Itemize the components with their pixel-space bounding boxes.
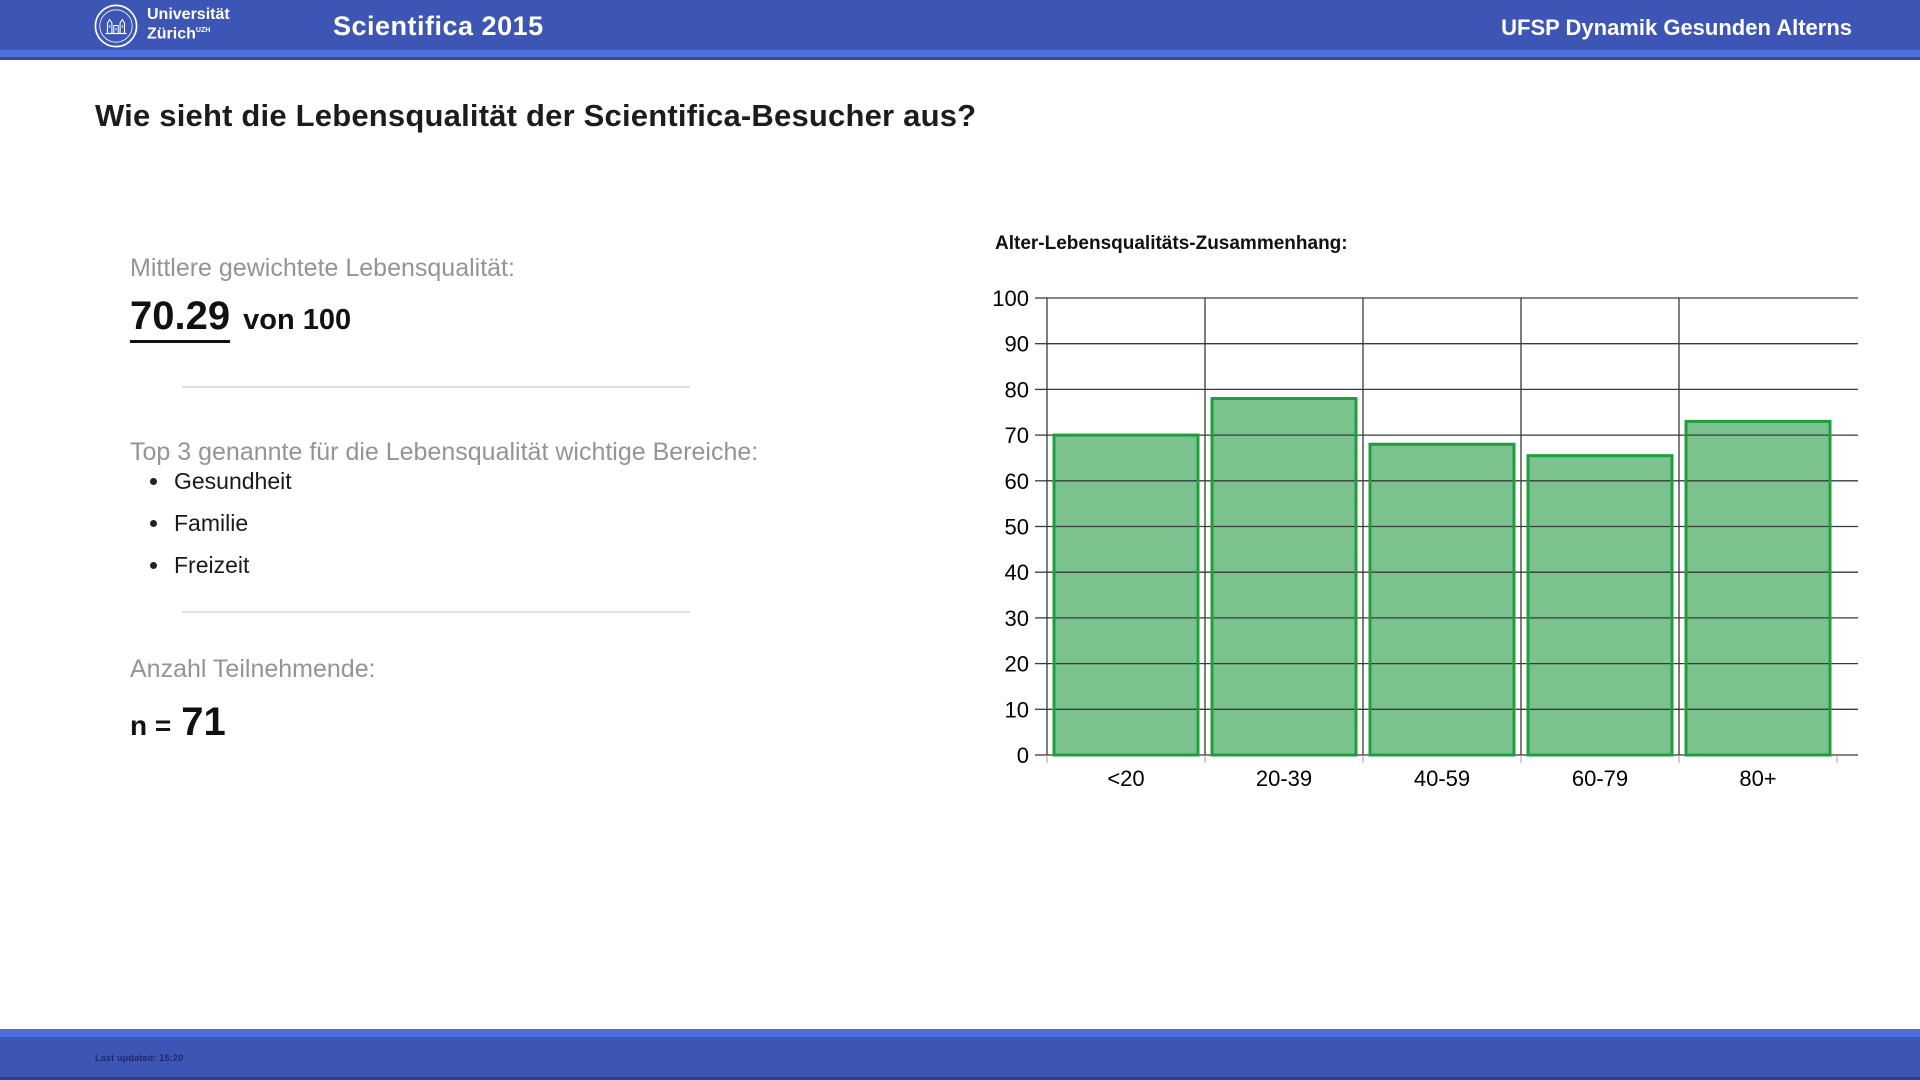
divider <box>182 386 690 388</box>
bar-fill-80+ <box>1686 421 1830 755</box>
bar-fill-<20 <box>1054 435 1198 755</box>
mean-quality-label: Mittlere gewichtete Lebensqualität: <box>130 254 515 282</box>
top3-label: Top 3 genannte für die Lebensqualität wi… <box>130 438 759 466</box>
header-right-text: UFSP Dynamik Gesunden Alterns <box>1501 15 1852 40</box>
x-tick-label: 60-79 <box>1572 766 1628 791</box>
logo-line1: Universität <box>147 6 230 24</box>
y-tick-label: 80 <box>1005 377 1029 402</box>
university-logo: Universität ZürichUZH <box>94 0 230 50</box>
x-tick-label: <20 <box>1107 766 1144 791</box>
participants-label: Anzahl Teilnehmende: <box>130 655 376 683</box>
header-bar: Universität ZürichUZH Scientifica 2015 U… <box>0 0 1920 50</box>
bar-<20 <box>1052 433 1200 757</box>
y-tick-label: 0 <box>1017 743 1029 768</box>
y-tick-label: 20 <box>1005 652 1029 677</box>
bar-80+ <box>1684 419 1832 757</box>
age-quality-chart-panel: Alter-Lebensqualitäts-Zusammenhang: 0 10 2… <box>985 232 1885 812</box>
top3-list-item: Freizeit <box>150 552 292 579</box>
last-updated-text: Last updated: 15:20 <box>95 1053 184 1063</box>
x-tick-label: 80+ <box>1739 766 1776 791</box>
y-tick-label: 50 <box>1005 515 1029 540</box>
footer-bar: Last updated: 15:20 <box>0 1037 1920 1077</box>
bar-fill-20-39 <box>1212 398 1356 755</box>
x-tick-label: 20-39 <box>1256 766 1312 791</box>
logo-superscript: UZH <box>195 27 211 35</box>
logo-text: Universität ZürichUZH <box>147 7 230 42</box>
y-tick-label: 10 <box>1005 697 1029 722</box>
uzh-seal-icon <box>94 4 138 47</box>
x-tick-label: 40-59 <box>1414 766 1470 791</box>
bar-60-79 <box>1526 454 1674 757</box>
y-tick-label: 100 <box>992 286 1029 311</box>
y-tick-label: 90 <box>1005 332 1029 357</box>
participants-value-line: n = 71 <box>130 700 226 745</box>
y-tick-label: 30 <box>1005 606 1029 631</box>
y-tick-label: 60 <box>1005 469 1029 494</box>
header-accent-stripe <box>0 50 1920 57</box>
top3-list-item: Familie <box>150 510 292 537</box>
mean-quality-value-line: 70.29 von 100 <box>130 294 351 343</box>
y-tick-label: 40 <box>1005 560 1029 585</box>
bar-fill-60-79 <box>1528 455 1672 755</box>
footer-accent-stripe <box>0 1029 1920 1037</box>
bar-20-39 <box>1210 397 1358 757</box>
logo-line2: Zürich <box>147 25 196 43</box>
app-title: Scientifica 2015 <box>333 11 544 41</box>
top3-list-item: Gesundheit <box>150 468 292 495</box>
top3-list: Gesundheit Familie Freizeit <box>150 468 292 594</box>
mean-quality-value: 70.29 <box>130 294 231 343</box>
footer-bottom-edge <box>0 1077 1920 1080</box>
participants-value: 71 <box>181 700 226 744</box>
divider <box>182 611 690 613</box>
page-title: Wie sieht die Lebensqualität der Scienti… <box>95 98 977 133</box>
participants-prefix: n = <box>130 710 172 741</box>
bar-40-59 <box>1368 442 1516 757</box>
chart-title: Alter-Lebensqualitäts-Zusammenhang: <box>995 233 1348 254</box>
mean-quality-suffix: von 100 <box>243 304 352 336</box>
bar-fill-40-59 <box>1370 444 1514 755</box>
header-bottom-edge <box>0 57 1920 60</box>
age-quality-bar-chart: 0 10 20 30 40 50 60 70 80 90 100 <20 20-39 40-59 60-79… <box>992 286 1858 791</box>
y-tick-label: 70 <box>1005 423 1029 448</box>
